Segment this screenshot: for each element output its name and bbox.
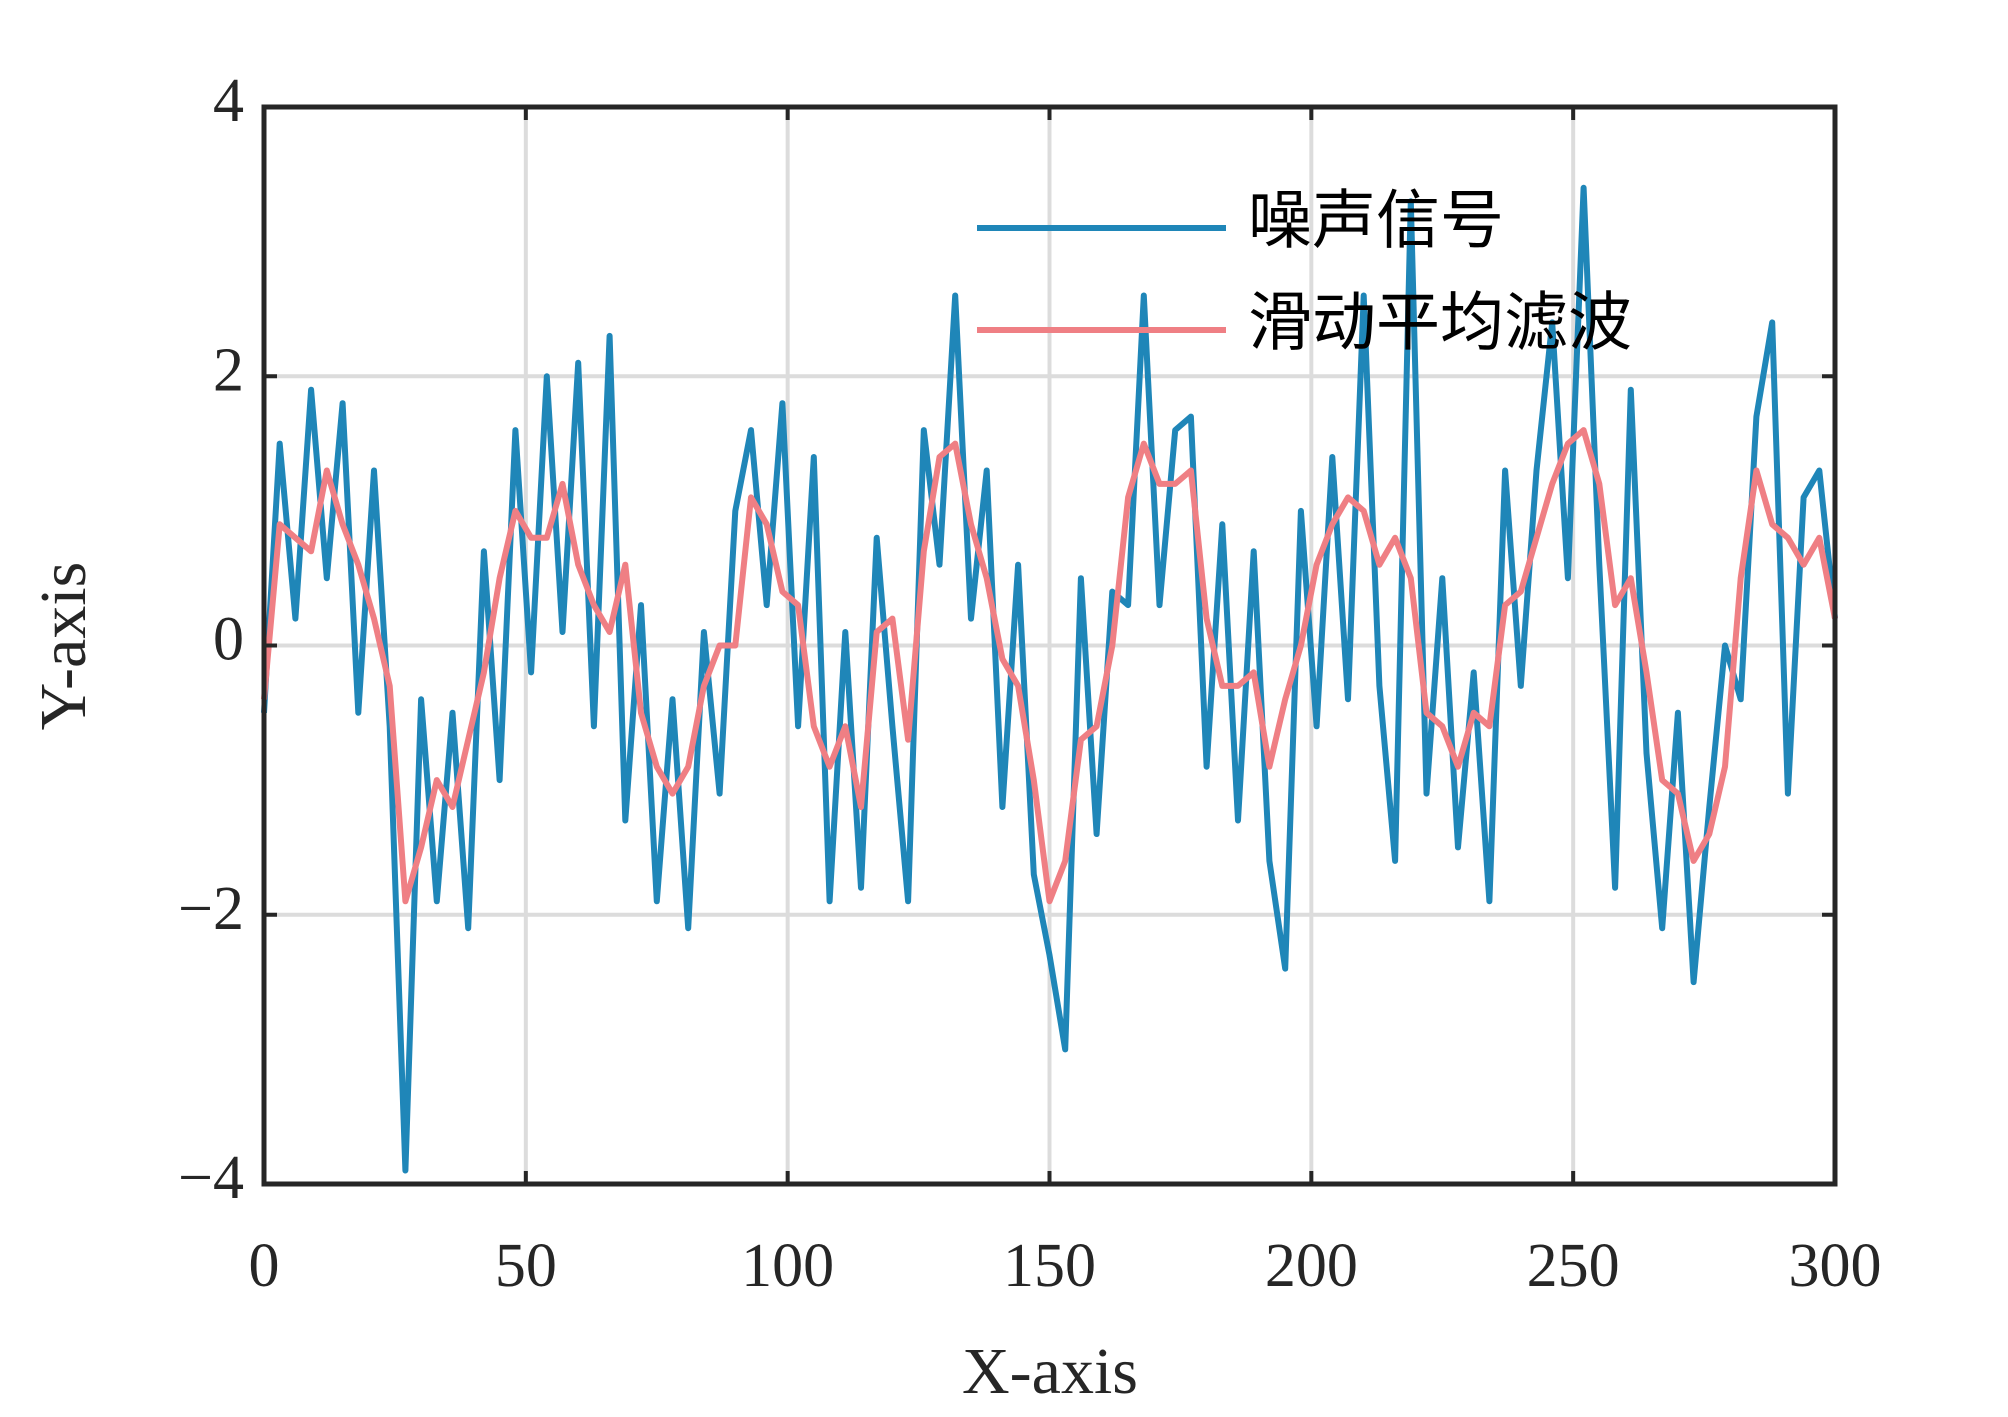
series-line: [261, 427, 1838, 905]
series-line: [261, 184, 1838, 1174]
legend-label: 滑动平均滤波: [1248, 288, 1632, 359]
y-tick-label: 2: [213, 336, 244, 404]
y-tick-label: 0: [213, 606, 244, 674]
x-tick-label: 0: [249, 1232, 280, 1300]
y-tick-label: −4: [178, 1144, 244, 1212]
legend-label: 噪声信号: [1248, 186, 1504, 257]
x-axis-label: X-axis: [962, 1335, 1138, 1408]
x-tick-label: 300: [1789, 1232, 1882, 1300]
x-tick-label: 50: [495, 1232, 557, 1300]
x-tick-label: 150: [1003, 1232, 1096, 1300]
y-axis-label: Y-axis: [27, 562, 100, 731]
x-tick-label: 200: [1265, 1232, 1358, 1300]
axes-frame: 0 50 100 150 200 250 300 −4 −2 0 2 4: [178, 67, 1881, 1300]
x-tick-label: 100: [741, 1232, 834, 1300]
y-tick-label: 4: [213, 67, 244, 135]
grid: [262, 105, 1837, 1186]
axes-box: [261, 104, 1838, 1187]
y-tick-label: −2: [178, 875, 244, 943]
x-tick-label: 250: [1527, 1232, 1620, 1300]
plot-lines: [261, 184, 1838, 1174]
